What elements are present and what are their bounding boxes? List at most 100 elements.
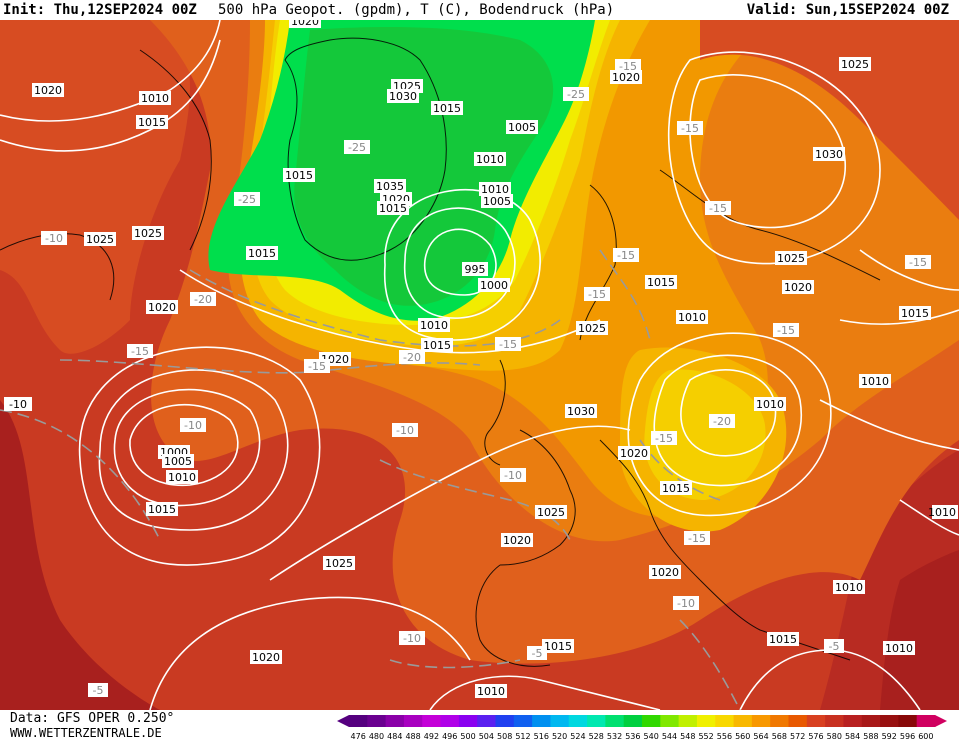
- legend-swatch: [660, 715, 680, 727]
- geopot-592-e: [880, 550, 959, 710]
- svg-text:-25: -25: [238, 193, 256, 206]
- temp-label: -15: [705, 201, 731, 215]
- pressure-label: 1015: [645, 275, 677, 289]
- pressure-label: 1025: [323, 556, 355, 570]
- svg-text:1015: 1015: [148, 503, 176, 516]
- legend-tick-label: 556: [717, 732, 732, 741]
- legend-swatch: [898, 715, 918, 727]
- pressure-label: 1010: [166, 470, 198, 484]
- svg-text:1030: 1030: [567, 405, 595, 418]
- svg-text:1010: 1010: [476, 153, 504, 166]
- legend-swatch: [642, 715, 661, 727]
- pressure-label: 1015: [767, 632, 799, 646]
- svg-text:1020: 1020: [784, 281, 812, 294]
- legend-tick-label: 572: [790, 732, 805, 741]
- svg-text:1015: 1015: [379, 202, 407, 215]
- svg-text:1010: 1010: [756, 398, 784, 411]
- svg-text:1025: 1025: [134, 227, 162, 240]
- color-legend: 476 480 484 488 492 496 500 504 508 512 516 520 524 5…: [337, 715, 947, 741]
- svg-text:1010: 1010: [477, 685, 505, 698]
- svg-text:1015: 1015: [138, 116, 166, 129]
- svg-text:-15: -15: [909, 256, 927, 269]
- pressure-labels: 1020 1010 1015 1020 1025 1030 1015 1005 …: [4, 20, 958, 698]
- temp-label: -15: [651, 431, 677, 445]
- svg-text:1010: 1010: [928, 506, 956, 519]
- svg-text:1005: 1005: [508, 121, 536, 134]
- legend-swatch: [422, 715, 442, 727]
- legend-tick-label: 600: [918, 732, 933, 741]
- temp-label: -5: [824, 639, 844, 653]
- legend-tick-label: 580: [827, 732, 842, 741]
- pressure-label: 1010: [474, 152, 506, 166]
- temp-label: -15: [613, 248, 639, 262]
- svg-text:1015: 1015: [544, 640, 572, 653]
- legend-tick-label: 524: [570, 732, 585, 741]
- legend-swatch: [806, 715, 826, 727]
- temp-label: -5: [88, 683, 108, 697]
- svg-text:1010: 1010: [141, 92, 169, 105]
- pressure-label: 1025: [132, 226, 164, 240]
- svg-text:1015: 1015: [647, 276, 675, 289]
- legend-tick-label: 568: [772, 732, 787, 741]
- svg-text:1025: 1025: [86, 233, 114, 246]
- svg-text:-5: -5: [829, 640, 840, 653]
- pressure-label: 1020: [782, 280, 814, 294]
- svg-text:1015: 1015: [433, 102, 461, 115]
- pressure-label: 1025: [576, 321, 608, 335]
- temp-label: -15: [773, 323, 799, 337]
- pressure-label: 1015: [899, 306, 931, 320]
- legend-tick-label: 564: [753, 732, 768, 741]
- svg-text:-10: -10: [396, 424, 414, 437]
- pressure-label: 1005: [481, 194, 513, 208]
- svg-text:1015: 1015: [248, 247, 276, 260]
- pressure-label: 1010: [418, 318, 450, 332]
- legend-tick-label: 528: [589, 732, 604, 741]
- temp-label: -20: [709, 414, 735, 428]
- weather-map: 1020 1010 1015 1020 1025 1030 1015 1005 …: [0, 20, 959, 710]
- pressure-label: 1015: [136, 115, 168, 129]
- svg-text:-15: -15: [131, 345, 149, 358]
- pressure-label: 1010: [883, 641, 915, 655]
- temp-label: -25: [344, 140, 370, 154]
- svg-text:1025: 1025: [841, 58, 869, 71]
- temp-label: -10: [180, 418, 206, 432]
- svg-text:1025: 1025: [537, 506, 565, 519]
- svg-text:1010: 1010: [168, 471, 196, 484]
- svg-text:1020: 1020: [612, 71, 640, 84]
- svg-text:1025: 1025: [777, 252, 805, 265]
- svg-text:-15: -15: [709, 202, 727, 215]
- website-credit: WWW.WETTERZENTRALE.DE: [10, 726, 162, 740]
- pressure-label: 1020: [501, 533, 533, 547]
- pressure-label: 1005: [162, 454, 194, 468]
- temp-label: -10: [500, 468, 526, 482]
- svg-text:1005: 1005: [483, 195, 511, 208]
- pressure-label: 1025: [775, 251, 807, 265]
- legend-swatch: [825, 715, 844, 727]
- legend-tick-label: 536: [625, 732, 640, 741]
- temperature-labels: -25 -25 -15 -15 -10 -20 -25 -15 -15 -20 …: [41, 59, 931, 697]
- pressure-label: 1010: [754, 397, 786, 411]
- temp-label: -15: [677, 121, 703, 135]
- geopot-548: [294, 27, 554, 306]
- svg-text:1020: 1020: [34, 84, 62, 97]
- svg-text:1010: 1010: [835, 581, 863, 594]
- map-title: 500 hPa Geopot. (gpdm), T (C), Bodendruc…: [218, 2, 615, 18]
- pressure-label: 1015: [146, 502, 178, 516]
- temp-label: -5: [527, 646, 547, 660]
- svg-text:1020: 1020: [148, 301, 176, 314]
- legend-tick-label: 512: [515, 732, 530, 741]
- pressure-label: 1015: [660, 481, 692, 495]
- legend-swatch: [623, 715, 643, 727]
- temp-label: -10: [41, 231, 67, 245]
- svg-text:-10: -10: [184, 419, 202, 432]
- temp-label: -25: [234, 192, 260, 206]
- svg-text:1020: 1020: [503, 534, 531, 547]
- legend-swatch: [678, 715, 698, 727]
- svg-text:1030: 1030: [389, 90, 417, 103]
- temp-label: -15: [304, 359, 330, 373]
- pressure-label: 1025: [839, 57, 871, 71]
- svg-text:-5: -5: [93, 684, 104, 697]
- legend-tick-label: 532: [607, 732, 622, 741]
- pressure-label: 1025: [84, 232, 116, 246]
- footer: Data: GFS OPER 0.250° WWW.WETTERZENTRALE…: [0, 710, 959, 741]
